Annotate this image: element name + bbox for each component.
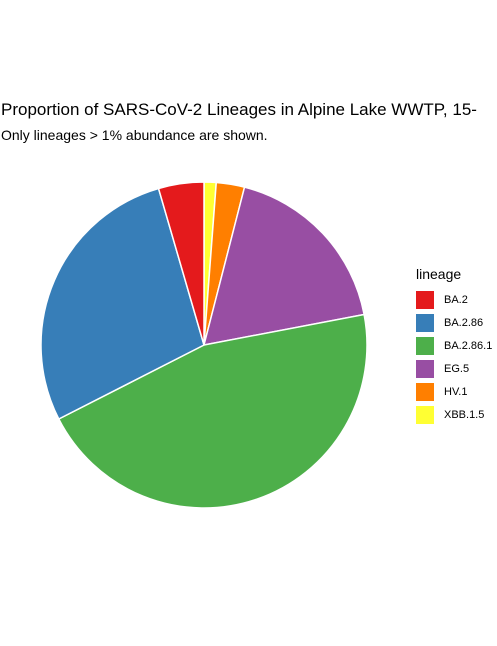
legend-swatch	[416, 336, 434, 355]
legend-swatch	[416, 405, 434, 424]
legend-label: XBB.1.5	[444, 408, 485, 421]
legend-item: BA.2.86	[416, 311, 492, 334]
legend-label: BA.2.86	[444, 316, 484, 329]
pie-slice-ba-2-86	[40, 187, 205, 421]
legend-swatch	[416, 290, 434, 309]
legend-swatch	[416, 359, 434, 378]
legend-items: BA.2 BA.2.86 BA.2.86.1 EG.5 HV.1 XBB.1.5	[416, 288, 492, 426]
pie-slice-ba-2	[157, 181, 205, 346]
chart-subtitle: Only lineages > 1% abundance are shown.	[1, 127, 268, 143]
legend-item: EG.5	[416, 357, 492, 380]
legend-swatch	[416, 382, 434, 401]
chart-title: Proportion of SARS-CoV-2 Lineages in Alp…	[1, 100, 477, 119]
legend-label: BA.2	[444, 293, 468, 306]
pie-slice-eg-5	[202, 186, 365, 346]
pie-slices	[40, 181, 368, 509]
legend: lineage BA.2 BA.2.86 BA.2.86.1 EG.5 HV.1 XBB.…	[416, 266, 492, 426]
legend-item: XBB.1.5	[416, 403, 492, 426]
legend-swatch	[416, 313, 434, 332]
legend-label: BA.2.86.1	[444, 339, 493, 352]
legend-label: EG.5	[444, 362, 470, 375]
legend-item: BA.2.86.1	[416, 334, 492, 357]
legend-title: lineage	[416, 266, 462, 282]
legend-item: BA.2	[416, 288, 492, 311]
pie-slice-ba-2-86-1	[57, 313, 368, 509]
legend-label: HV.1	[444, 385, 468, 398]
legend-item: HV.1	[416, 380, 492, 403]
